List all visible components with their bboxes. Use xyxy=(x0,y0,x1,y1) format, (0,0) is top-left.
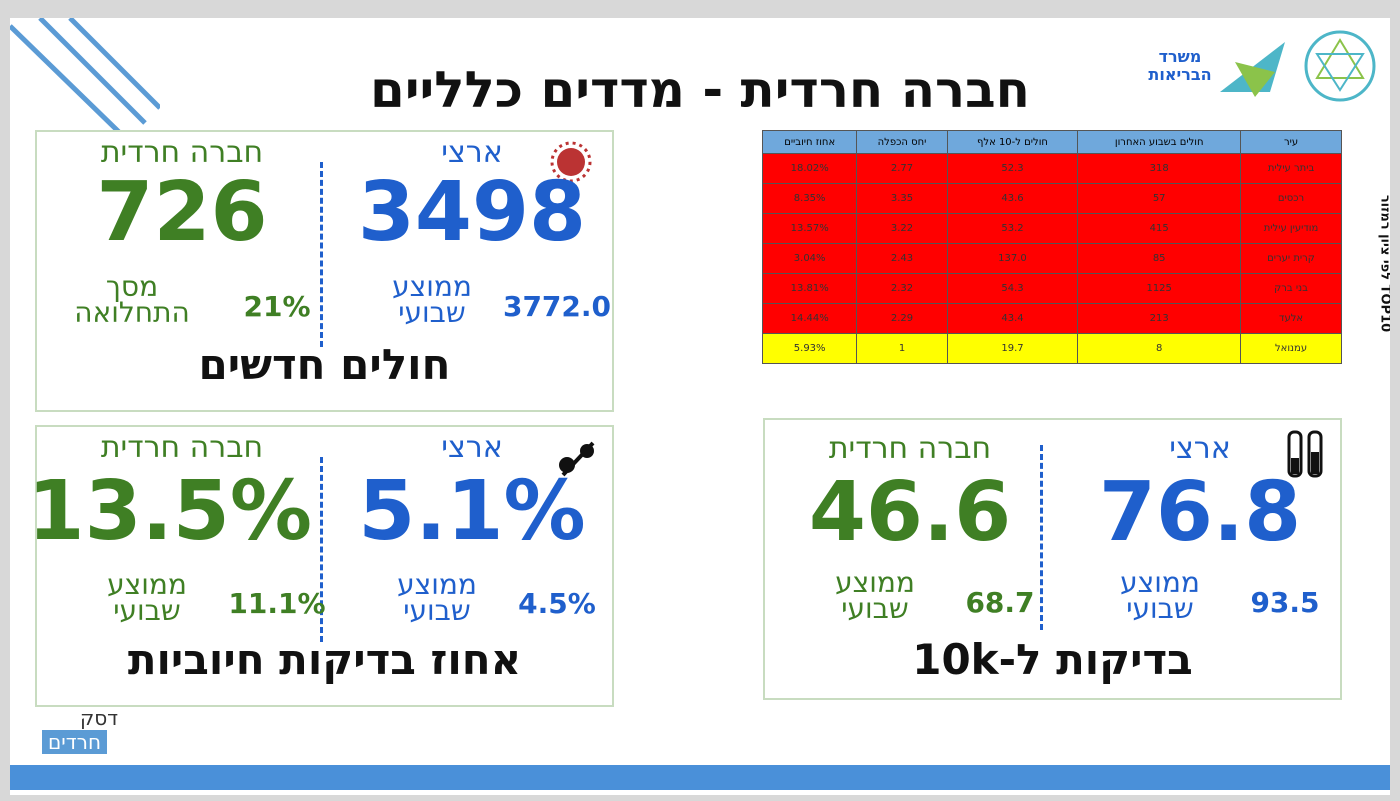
table-cell: 18.02% xyxy=(761,153,858,184)
sub-value: 11.1% xyxy=(228,587,326,620)
table-cell: 43.6 xyxy=(946,183,1079,214)
column-header: יחס הכפלה xyxy=(856,130,948,154)
panel-title: חולים חדשים xyxy=(198,340,451,389)
table-row: ביתר עילית 318 52.3 2.77 18.02% xyxy=(761,153,1342,184)
label: חברה חרדית xyxy=(828,431,992,466)
panel-title: בדיקות ל-10k xyxy=(912,635,1193,684)
table-row: קרית יערים 85 137.0 2.43 3.04% xyxy=(761,243,1342,274)
value: 5.1% xyxy=(358,464,586,559)
table-cell: אלעד xyxy=(1240,303,1342,334)
sub-value: 93.5 xyxy=(1250,586,1320,619)
table-cell: 318 xyxy=(1077,153,1242,184)
panel-new-cases: ארצי 3498 ממוצע שבועי 3772.0 חברה חרדית … xyxy=(35,130,614,412)
label: חברה חרדית xyxy=(100,135,264,170)
table-cell: רכסים xyxy=(1240,183,1342,214)
sub-label: מסך התחלואה xyxy=(74,270,190,329)
divider xyxy=(320,162,323,347)
value: 726 xyxy=(96,165,268,260)
table-cell: ביתר עילית xyxy=(1240,153,1342,184)
table-cell: 13.81% xyxy=(761,273,858,304)
table-cell: 3.22 xyxy=(856,213,948,244)
column-header: חולים בשבוע האחרון xyxy=(1077,130,1242,154)
label: ארצי xyxy=(1169,431,1231,466)
column-header: אחוז חיוביים xyxy=(761,130,858,154)
table-row: אלעד 213 43.4 2.29 14.44% xyxy=(761,303,1342,334)
table-cell: 52.3 xyxy=(946,153,1079,184)
value: 46.6 xyxy=(808,465,1012,560)
divider xyxy=(1040,445,1043,630)
sub-value: 4.5% xyxy=(518,587,596,620)
table-cell: 13.57% xyxy=(761,213,858,244)
label: חברה חרדית xyxy=(100,430,264,465)
table-cell: קרית יערים xyxy=(1240,243,1342,274)
logo-icon xyxy=(1304,30,1376,102)
table-cell: 85 xyxy=(1077,243,1242,274)
table-cell: מודיעין עילית xyxy=(1240,213,1342,244)
table-cell: 415 xyxy=(1077,213,1242,244)
value: 76.8 xyxy=(1098,465,1302,560)
table-cell: 53.2 xyxy=(946,213,1079,244)
sub-value: 21% xyxy=(243,290,311,323)
sub-value: 3772.0 xyxy=(502,290,612,323)
table-cell: 5.93% xyxy=(761,333,858,364)
sub-label: ממוצע שבועי xyxy=(107,568,187,627)
sub-label: ממוצע שבועי xyxy=(392,270,472,329)
column-header: עיר xyxy=(1240,130,1342,154)
table-cell: 213 xyxy=(1077,303,1242,334)
table-cell: 43.4 xyxy=(946,303,1079,334)
value: 13.5% xyxy=(27,464,312,559)
table-cell: 2.29 xyxy=(856,303,948,334)
table-cell: 2.32 xyxy=(856,273,948,304)
logo-bottom: חרדים xyxy=(42,730,108,754)
table-cell: 8.35% xyxy=(761,183,858,214)
label: ארצי xyxy=(441,135,503,170)
panel-tests: ארצי 76.8 ממוצע שבועי 93.5 חברה חרדית 46… xyxy=(763,418,1342,700)
table-cell: 2.43 xyxy=(856,243,948,274)
table-cell: 14.44% xyxy=(761,303,858,334)
table-cell: 19.7 xyxy=(946,333,1079,364)
table-row: רכסים 57 43.6 3.35 8.35% xyxy=(761,183,1342,214)
table-side-label: TOP10 לפי ציון רמזור xyxy=(1377,194,1391,333)
ministry-logo: משרד הבריאות xyxy=(1148,47,1212,84)
title: חברה חרדית - מדדים כלליים xyxy=(370,61,1030,119)
table-cell: בני ברק xyxy=(1240,273,1342,304)
sub-label: ממוצע שבועי xyxy=(397,568,477,627)
ministry-icon xyxy=(1220,42,1285,97)
sub-label: ממוצע שבועי xyxy=(835,566,915,625)
table-row: עמנואל 8 19.7 1 5.93% xyxy=(761,333,1342,364)
table-cell: 57 xyxy=(1077,183,1242,214)
footer-band xyxy=(10,765,1390,790)
logo-top: דסק xyxy=(80,706,119,730)
table-cell: 54.3 xyxy=(946,273,1079,304)
percent-icon xyxy=(559,441,595,477)
sub-value: 68.7 xyxy=(965,586,1035,619)
table-cell: 3.04% xyxy=(761,243,858,274)
value: 3498 xyxy=(357,165,587,260)
table-cell: 8 xyxy=(1077,333,1242,364)
label: ארצי xyxy=(441,430,503,465)
panel-positive-rate: ארצי 5.1% ממוצע שבועי 4.5% חברה חרדית 13… xyxy=(27,425,614,707)
column-header: חולים ל-10 אלף xyxy=(946,130,1079,154)
table-cell: 3.35 xyxy=(856,183,948,214)
panel-title: אחוז בדיקות חיוביות xyxy=(127,635,522,684)
decor-lines xyxy=(10,18,160,135)
cities-table: עיר חולים בשבוע האחרון חולים ל-10 אלף יחס ה… xyxy=(761,130,1342,364)
table-cell: עמנואל xyxy=(1240,333,1342,364)
table-cell: 2.77 xyxy=(856,153,948,184)
header-row: עיר חולים בשבוע האחרון חולים ל-10 אלף יחס ה… xyxy=(761,130,1342,154)
table-cell: 1 xyxy=(856,333,948,364)
sub-label: ממוצע שבועי xyxy=(1120,566,1200,625)
tube-icon xyxy=(1287,430,1323,478)
table-cell: 137.0 xyxy=(946,243,1079,274)
slide: חברה חרדית - מדדים כלליים משרד הבריאות א… xyxy=(10,18,1390,795)
table-row: מודיעין עילית 415 53.2 3.22 13.57% xyxy=(761,213,1342,244)
table-cell: 1125 xyxy=(1077,273,1242,304)
virus-icon xyxy=(550,141,592,183)
divider xyxy=(320,457,323,642)
table-row: בני ברק 1125 54.3 2.32 13.81% xyxy=(761,273,1342,304)
